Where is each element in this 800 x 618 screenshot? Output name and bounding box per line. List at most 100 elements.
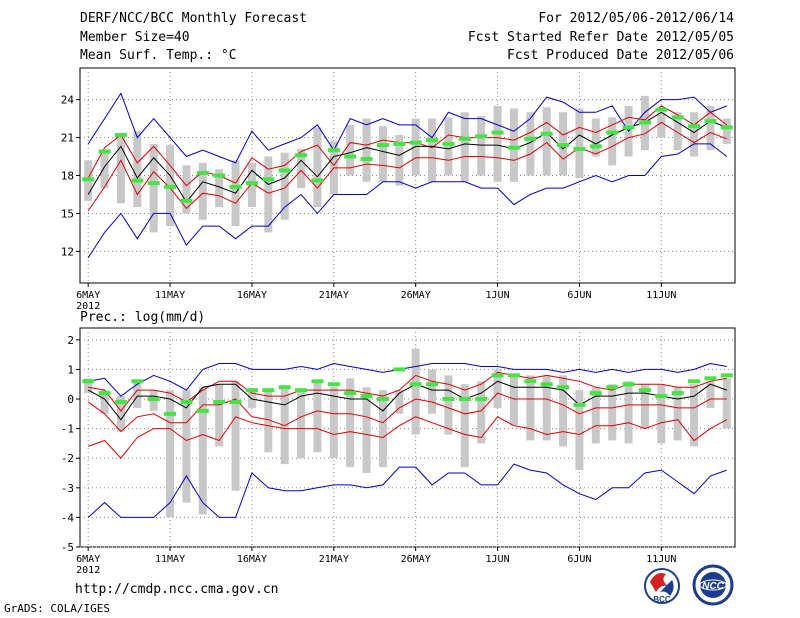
ensemble-range-bar	[559, 375, 568, 447]
ensemble-range-bar	[362, 387, 371, 474]
ensemble-min-line	[87, 143, 728, 258]
member-mark	[573, 402, 586, 407]
member-mark	[524, 379, 537, 384]
ensemble-range-bar	[575, 108, 584, 179]
member-mark	[409, 140, 422, 145]
x-tick-label: 16MAY	[237, 290, 267, 301]
ensemble-range-bar	[198, 387, 207, 515]
member-mark	[671, 391, 684, 396]
member-mark	[114, 399, 127, 404]
member-mark	[360, 157, 373, 162]
x-tick-label: 21MAY	[319, 290, 349, 301]
x-tick-label: 16MAY	[237, 554, 267, 565]
ensemble-range-bar	[428, 118, 437, 182]
ensemble-range-bar	[542, 107, 551, 176]
y-tick-label: 18	[61, 170, 74, 183]
x-tick-label: 26MAY	[401, 554, 431, 565]
ensemble-range-bar	[706, 381, 715, 408]
y-tick-label: 24	[61, 94, 75, 107]
ensemble-range-bar	[100, 152, 109, 189]
member-mark	[196, 408, 209, 413]
ensemble-range-bar	[640, 384, 649, 429]
member-mark	[360, 394, 373, 399]
x-tick-label: 11MAY	[155, 554, 185, 565]
member-mark	[131, 379, 144, 384]
member-mark	[491, 130, 504, 135]
member-mark	[573, 146, 586, 151]
x-tick-label: 1JUN	[486, 290, 510, 301]
member-mark	[606, 130, 619, 135]
member-mark	[442, 141, 455, 146]
member-mark	[442, 397, 455, 402]
x-tick-label: 11MAY	[155, 290, 185, 301]
x-tick-label: 26MAY	[401, 290, 431, 301]
ensemble-range-bar	[722, 378, 731, 429]
ensemble-range-bar	[428, 369, 437, 414]
grads-credit: GrADS: COLA/IGES	[4, 602, 110, 615]
member-mark	[622, 382, 635, 387]
ensemble-range-bar	[706, 105, 715, 151]
ensemble-range-bar	[690, 112, 699, 157]
member-mark	[655, 394, 668, 399]
ensemble-range-bar	[297, 390, 306, 459]
ncc-logo-text: NCC	[702, 581, 724, 592]
ensemble-range-bar	[722, 118, 731, 144]
ensemble-range-bar	[608, 384, 617, 441]
ensemble-range-bar	[477, 381, 486, 444]
ensemble-range-bar	[673, 387, 682, 441]
y-tick-label: -2	[61, 452, 74, 465]
member-mark	[213, 399, 226, 404]
member-mark	[393, 367, 406, 372]
ensemble-max-line	[87, 92, 727, 164]
member-mark	[622, 125, 635, 130]
y-tick-label: 1	[67, 363, 74, 376]
ensemble-range-bar	[116, 396, 125, 432]
ensemble-range-bar	[378, 126, 387, 182]
member-mark	[557, 143, 570, 148]
member-mark	[311, 379, 324, 384]
upper-spread-line	[87, 105, 728, 187]
member-mark	[606, 385, 619, 390]
ensemble-range-bar	[198, 162, 207, 220]
ensemble-range-bar	[690, 384, 699, 447]
x-year-label: 2012	[76, 565, 100, 576]
member-mark	[704, 119, 717, 124]
member-mark	[671, 115, 684, 120]
y-tick-label: 21	[61, 132, 74, 145]
ensemble-range-bar	[444, 375, 453, 435]
member-mark	[475, 134, 488, 139]
y-tick-label: -3	[61, 482, 74, 495]
ensemble-range-bar	[133, 131, 142, 208]
member-mark	[589, 144, 602, 149]
member-mark	[491, 373, 504, 378]
member-mark	[213, 173, 226, 178]
ensemble-range-bar	[264, 156, 273, 233]
member-mark	[638, 388, 651, 393]
member-mark	[540, 382, 553, 387]
member-mark	[720, 125, 733, 130]
member-mark	[409, 382, 422, 387]
ensemble-range-bar	[116, 137, 125, 204]
member-mark	[376, 397, 389, 402]
member-mark	[655, 107, 668, 112]
member-mark	[458, 136, 471, 141]
ensemble-range-bar	[673, 112, 682, 151]
ensemble-range-bar	[624, 381, 633, 444]
x-tick-label: 6MAY	[76, 554, 100, 565]
ensemble-range-bar	[395, 390, 404, 414]
ensemble-mean-line	[87, 380, 727, 421]
ensemble-range-bar	[509, 108, 518, 182]
member-mark	[507, 145, 520, 150]
ensemble-min-line	[87, 463, 727, 518]
member-mark	[393, 141, 406, 146]
member-mark	[82, 177, 95, 182]
member-mark	[344, 391, 357, 396]
fcst-started-label: Fcst Started Refer Date 2012/05/05	[467, 30, 734, 45]
ensemble-range-bar	[575, 390, 584, 471]
member-mark	[557, 385, 570, 390]
member-mark	[295, 388, 308, 393]
member-mark	[180, 198, 193, 203]
y-tick-label: 0	[67, 393, 74, 406]
ensemble-range-bar	[411, 118, 420, 176]
